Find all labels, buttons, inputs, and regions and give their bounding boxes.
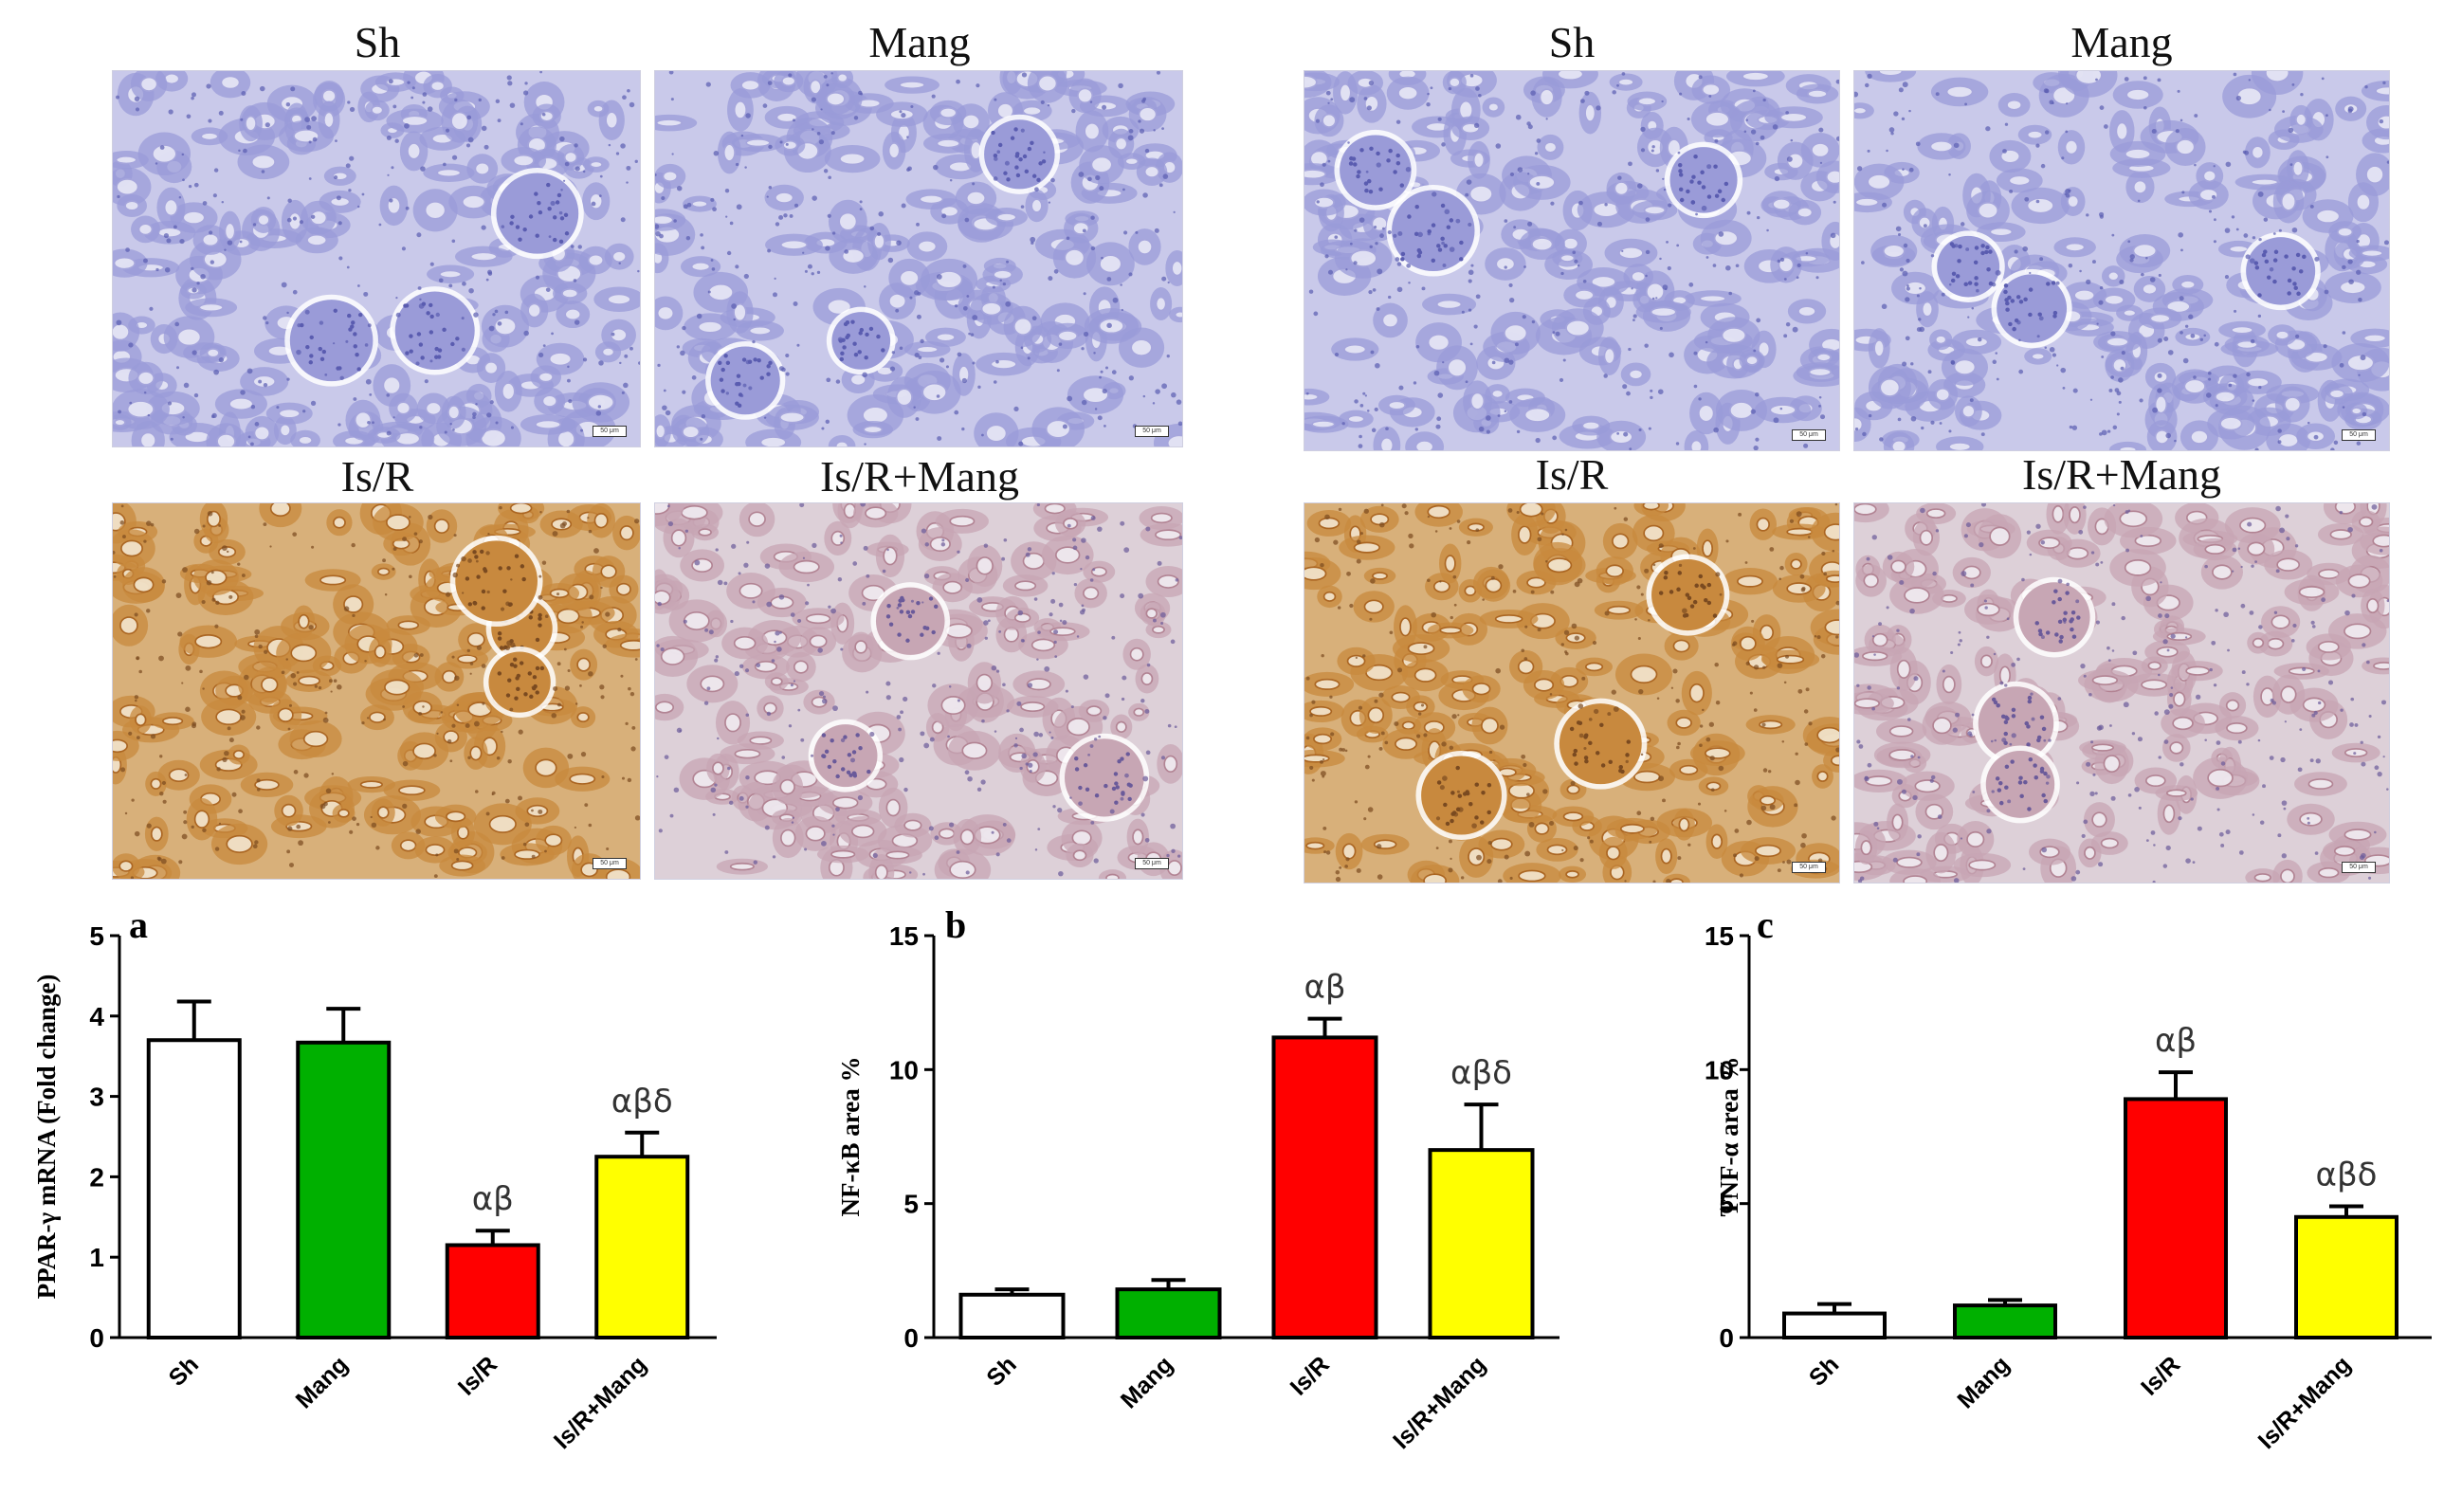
micrograph-nfkb-sh: 50 μm [1304, 70, 1840, 451]
y-axis-label: PPAR-γ mRNA (Fold change) [32, 975, 61, 1300]
bar [1953, 1303, 2057, 1339]
y-tick-label: 3 [89, 1083, 104, 1112]
x-tick-label: Sh [981, 1351, 1021, 1391]
bar [146, 1038, 242, 1339]
significance-label: αβ [1304, 969, 1345, 1007]
y-tick-label: 5 [1719, 1190, 1734, 1219]
scale-bar: 50 μm [593, 426, 627, 437]
panel-label: Mang [2070, 18, 2173, 66]
scale-bar: 50 μm [1792, 862, 1826, 873]
significance-label: αβδ [2316, 1156, 2378, 1193]
scale-bar: 50 μm [2342, 862, 2376, 873]
scale-bar: 50 μm [1792, 429, 1826, 441]
y-tick-label: 1 [89, 1243, 104, 1272]
bar [1782, 1311, 1887, 1340]
y-axis-label: TNF-α area % [1715, 1056, 1743, 1216]
micrograph-ppar-isrmang: 50 μm [654, 502, 1183, 880]
x-tick-label: Is/R+Mang [2253, 1351, 2357, 1454]
scale-bar: 50 μm [1135, 858, 1169, 869]
micrograph-ppar-isr: 50 μm [112, 502, 641, 880]
micrograph-ppar-mang: 50 μm [654, 70, 1183, 447]
y-axis-label: NF-κB area % [836, 1057, 865, 1217]
x-tick-label: Is/R+Mang [549, 1351, 652, 1454]
bar [445, 1243, 540, 1339]
panel-label: Is/R+Mang [820, 452, 1019, 501]
micrograph-nfkb-isr: 50 μm [1304, 502, 1840, 884]
micrograph-ppar-sh: 50 μm [112, 70, 641, 447]
panel-label: Is/R [340, 452, 414, 501]
significance-label: αβδ [611, 1083, 673, 1120]
bar [1271, 1035, 1378, 1339]
panel-label: Mang [868, 18, 971, 66]
y-tick-label: 15 [889, 921, 919, 951]
bar [296, 1040, 392, 1340]
panel-letter: b [945, 903, 966, 946]
y-tick-label: 0 [903, 1323, 919, 1353]
micrograph-nfkb-mang: 50 μm [1853, 70, 2390, 451]
y-tick-label: 4 [89, 1002, 104, 1031]
y-tick-label: 0 [1719, 1323, 1734, 1353]
significance-label: αβδ [1450, 1054, 1512, 1092]
significance-label: αβ [472, 1180, 514, 1218]
x-tick-label: Mang [1116, 1351, 1178, 1413]
panel-label: Is/R [1535, 450, 1609, 499]
scale-bar: 50 μm [1135, 426, 1169, 437]
y-tick-label: 10 [889, 1055, 919, 1084]
bar [594, 1155, 690, 1339]
y-tick-label: 10 [1705, 1055, 1734, 1084]
panel-letter: c [1757, 903, 1774, 946]
bar [2124, 1097, 2228, 1339]
panel-label: Sh [1548, 18, 1596, 66]
x-tick-label: Mang [1952, 1351, 2015, 1413]
x-tick-label: Mang [291, 1351, 354, 1413]
bar [2294, 1214, 2398, 1340]
micrograph-nfkb-isrmang: 50 μm [1853, 502, 2390, 884]
panel-letter: a [129, 903, 148, 946]
y-tick-label: 2 [89, 1162, 104, 1192]
y-tick-label: 5 [903, 1190, 919, 1219]
bar [1115, 1287, 1222, 1339]
bar [1428, 1148, 1535, 1339]
x-tick-label: Sh [164, 1351, 204, 1391]
y-tick-label: 15 [1705, 921, 1734, 951]
scale-bar: 50 μm [593, 858, 627, 869]
panel-label: Is/R+Mang [2022, 450, 2221, 499]
panel-label: Sh [354, 18, 401, 66]
x-tick-label: Is/R+Mang [1388, 1351, 1491, 1454]
bar [958, 1292, 1066, 1339]
x-tick-label: Is/R [453, 1351, 502, 1400]
x-tick-label: Is/R [2136, 1351, 2185, 1400]
x-tick-label: Is/R [1286, 1351, 1335, 1400]
y-tick-label: 5 [89, 921, 104, 951]
y-tick-label: 0 [89, 1323, 104, 1353]
x-tick-label: Sh [1804, 1351, 1844, 1391]
significance-label: αβ [2155, 1022, 2197, 1060]
scale-bar: 50 μm [2342, 429, 2376, 441]
